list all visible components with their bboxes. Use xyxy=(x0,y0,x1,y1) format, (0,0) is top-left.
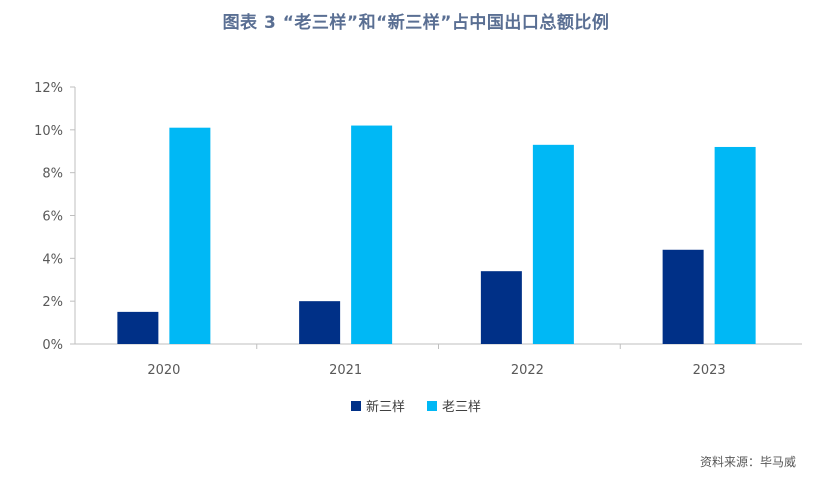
bar-xin-2023 xyxy=(662,249,704,344)
y-tick-label: 4% xyxy=(42,252,63,267)
y-tick-label: 12% xyxy=(34,81,63,96)
y-tick-label: 2% xyxy=(42,295,63,310)
y-tick-label: 10% xyxy=(34,124,63,139)
bar-lao-2023 xyxy=(714,146,756,344)
bar-lao-2020 xyxy=(169,127,211,344)
bar-xin-2022 xyxy=(480,271,522,344)
y-tick-label: 8% xyxy=(42,167,63,182)
legend: 新三样 老三样 xyxy=(0,396,832,415)
chart-title: 图表 3 “老三样”和“新三样”占中国出口总额比例 xyxy=(222,13,610,33)
x-tick-label: 2023 xyxy=(693,363,726,378)
source-note: 资料来源：毕马威 xyxy=(699,455,796,469)
x-tick-label: 2021 xyxy=(329,363,362,378)
bar-lao-2021 xyxy=(351,125,393,344)
legend-item-lao: 老三样 xyxy=(427,396,481,415)
legend-swatch-xin xyxy=(350,400,361,411)
bar-lao-2022 xyxy=(532,144,574,344)
legend-item-xin: 新三样 xyxy=(350,396,405,415)
y-tick-label: 0% xyxy=(42,338,63,353)
bar-xin-2021 xyxy=(299,301,341,344)
legend-swatch-lao xyxy=(427,400,437,411)
x-tick-label: 2022 xyxy=(511,363,544,378)
legend-label-lao: 老三样 xyxy=(442,400,482,415)
legend-label-xin: 新三样 xyxy=(365,400,405,415)
x-tick-label: 2020 xyxy=(147,363,180,378)
y-tick-label: 6% xyxy=(42,210,63,225)
bar-xin-2020 xyxy=(117,311,159,344)
